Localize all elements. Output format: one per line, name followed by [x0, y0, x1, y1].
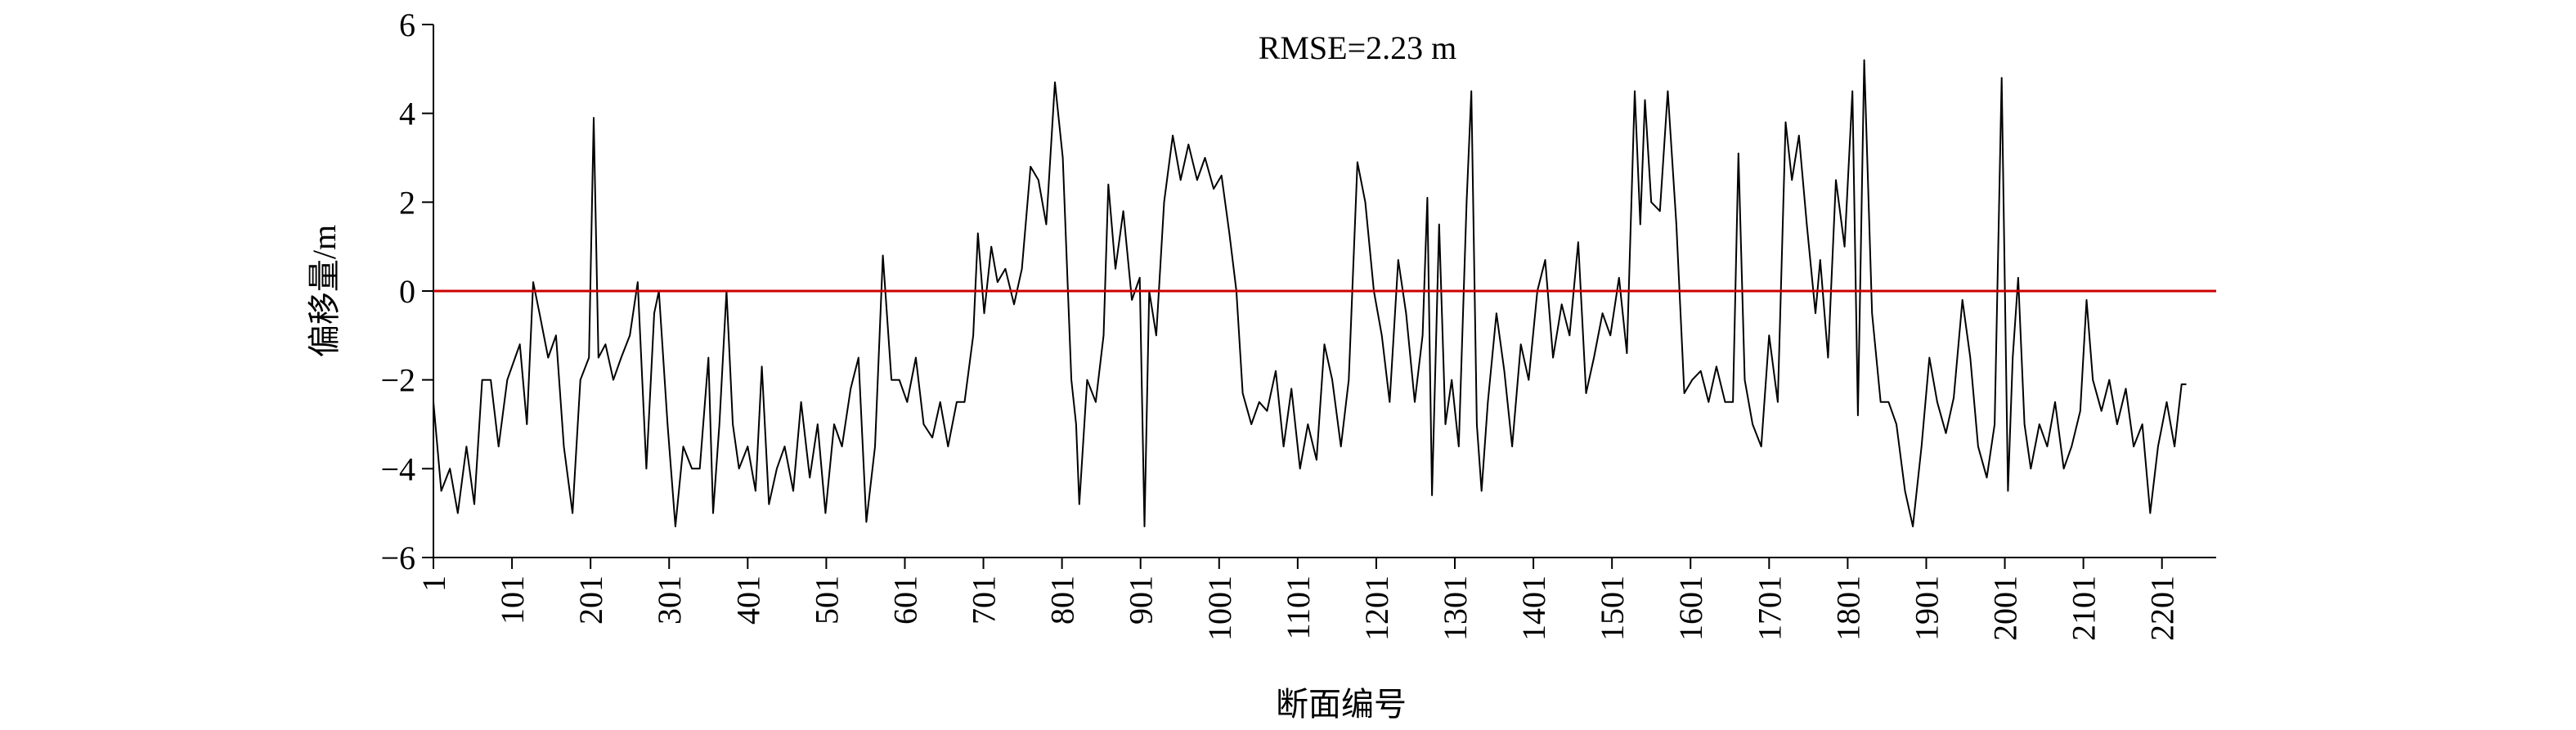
y-axis-label: 偏移量/m [306, 225, 343, 357]
chart-title: RMSE=2.23 m [1259, 29, 1457, 66]
y-tick-label: 2 [399, 184, 415, 221]
x-tick-label: 1701 [1751, 575, 1788, 641]
x-tick-label: 2001 [1987, 575, 2024, 641]
y-tick-label: 4 [399, 96, 415, 132]
x-tick-label: 2101 [2066, 575, 2103, 641]
x-tick-label: 401 [729, 575, 766, 625]
x-tick-label: 1101 [1280, 575, 1317, 640]
y-tick-label: −6 [380, 540, 415, 576]
x-tick-label: 1201 [1358, 575, 1395, 641]
x-tick-label: 1801 [1829, 575, 1866, 641]
x-tick-label: 1501 [1594, 575, 1631, 641]
x-tick-label: 501 [808, 575, 845, 625]
x-tick-label: 601 [886, 575, 923, 625]
x-tick-label: 301 [651, 575, 688, 625]
x-tick-label: 1 [415, 575, 452, 592]
x-tick-label: 701 [966, 575, 1003, 625]
y-tick-label: −4 [380, 450, 415, 487]
x-tick-label: 1901 [1908, 575, 1945, 641]
x-tick-label: 101 [494, 575, 531, 625]
x-tick-label: 1601 [1672, 575, 1709, 641]
data-line [433, 59, 2187, 527]
y-tick-label: −2 [380, 362, 415, 399]
x-tick-label: 1301 [1437, 575, 1474, 641]
y-tick-label: 6 [399, 7, 415, 43]
x-tick-label: 1001 [1201, 575, 1238, 641]
x-tick-label: 801 [1044, 575, 1081, 625]
x-tick-label: 901 [1123, 575, 1160, 625]
x-tick-label: 201 [572, 575, 609, 625]
x-tick-label: 1401 [1515, 575, 1552, 641]
x-tick-label: 2201 [2144, 575, 2181, 641]
y-tick-label: 0 [399, 273, 415, 310]
x-axis-label: 断面编号 [1276, 686, 1407, 723]
